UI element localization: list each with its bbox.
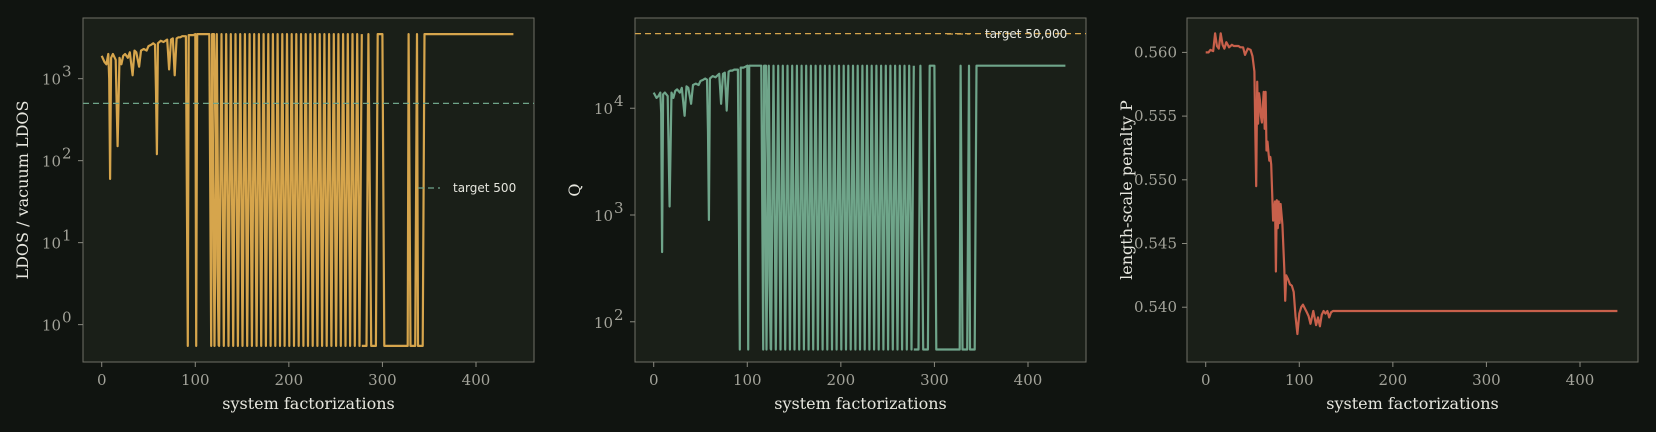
x-tick-label: 100 [1285, 371, 1314, 389]
penalty-panel: 0 100 200 300 400 0.540 0.545 0.550 0.555 0.560 sy… [1117, 18, 1638, 413]
y-axis-label: Q [565, 183, 584, 196]
y-axis-label: LDOS / vacuum LDOS [13, 100, 32, 279]
y-tick-label: 10 [42, 71, 61, 89]
y-tick-label: 0.555 [1134, 107, 1177, 125]
y-axis-label: length-scale penalty P [1117, 100, 1136, 280]
x-axis-label: system factorizations [1326, 394, 1499, 413]
x-tick-label: 400 [1566, 371, 1595, 389]
y-tick-exponent: 0 [62, 309, 72, 327]
y-tick-label: 10 [42, 153, 61, 171]
y-tick-label: 10 [594, 314, 613, 332]
x-axis-label: system factorizations [222, 394, 395, 413]
legend-label: target 50,000 [985, 27, 1067, 41]
x-tick-label: 0 [1201, 371, 1211, 389]
x-tick-label: 100 [733, 371, 762, 389]
x-tick-label: 100 [181, 371, 210, 389]
y-tick-label: 0.540 [1134, 298, 1177, 316]
x-axis-label: system factorizations [774, 394, 947, 413]
y-tick-exponent: 3 [614, 199, 624, 217]
y-tick-label: 0.550 [1134, 171, 1177, 189]
x-tick-label: 200 [827, 371, 856, 389]
x-tick-label: 0 [649, 371, 659, 389]
y-tick-exponent: 4 [614, 92, 624, 110]
y-tick-label: 10 [594, 207, 613, 225]
x-tick-label: 300 [368, 371, 397, 389]
y-tick-label: 10 [42, 235, 61, 253]
y-tick-exponent: 3 [62, 63, 72, 81]
x-tick-label: 200 [1379, 371, 1408, 389]
x-tick-label: 400 [1014, 371, 1043, 389]
y-tick-label: 0.545 [1134, 235, 1177, 253]
x-tick-label: 300 [920, 371, 949, 389]
x-tick-label: 400 [462, 371, 491, 389]
y-tick-label: 0.560 [1134, 43, 1177, 61]
y-tick-exponent: 1 [62, 227, 72, 245]
y-tick-exponent: 2 [614, 306, 624, 324]
legend-label: target 500 [453, 181, 516, 195]
y-tick-label: 10 [594, 100, 613, 118]
x-tick-label: 0 [97, 371, 107, 389]
x-tick-label: 300 [1472, 371, 1501, 389]
y-tick-label: 10 [42, 317, 61, 335]
x-tick-label: 200 [275, 371, 304, 389]
y-tick-exponent: 2 [62, 145, 72, 163]
